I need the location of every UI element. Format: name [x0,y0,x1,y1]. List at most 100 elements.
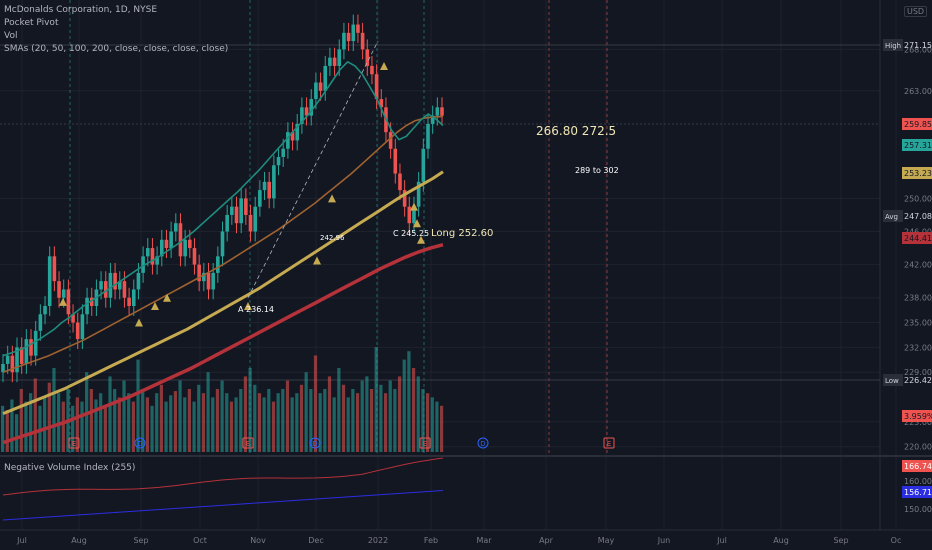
candle-body [356,24,360,33]
candle-body [346,32,351,42]
volume-bar [80,401,84,452]
price-flag [902,118,932,130]
candle-body [43,306,47,315]
event-marker-d: D [477,437,489,449]
time-axis-label: Aug [773,536,789,545]
volume-bar [271,401,276,452]
time-axis-label: Nov [250,536,266,545]
pocket-pivot-marker [163,293,171,302]
chart-annotation: 242.96 [320,234,345,242]
volume-bar [43,397,47,452]
axis-badge-label [883,39,903,51]
volume-bar [33,378,37,452]
volume-bar [215,389,220,452]
volume-bar [94,399,98,452]
volume-bar [99,393,103,452]
candle-body [52,256,57,282]
nvi-indicator-label[interactable]: Negative Volume Index (255) [4,463,136,473]
candle-body [300,107,304,124]
candle-body [145,248,150,257]
volume-bar [416,376,420,452]
candle-body [71,314,75,323]
candle-body [80,314,85,340]
candle-body [169,231,173,249]
volume-bar [430,397,434,452]
candle-body [136,272,141,290]
candle-body [150,248,155,265]
volume-bar [229,401,234,452]
volume-bar [248,368,252,452]
volume-bar [374,347,378,452]
price-tick-label: 250.00 [904,194,932,203]
pocket-pivot-marker [244,302,252,310]
candle-body [440,107,444,116]
candle-body [365,49,370,66]
volume-bar [122,380,126,452]
volume-bar [276,393,280,452]
volume-bar [257,393,262,452]
candle-body [412,206,416,224]
volume-bar [19,389,23,452]
candle-body [430,115,435,124]
candle-body [159,239,164,257]
volume-bar [24,401,28,452]
volume-bar [411,368,416,452]
price-tick-label: 268.00 [904,45,932,54]
indicator-smas[interactable]: SMAs (20, 50, 100, 200, close, close, cl… [4,44,229,54]
price-tick-label: 242.00 [904,261,932,270]
candle-body [262,181,267,191]
candle-body [47,256,52,306]
volume-bar [318,393,322,452]
indicator-volume[interactable]: Vol [4,31,18,41]
volume-bar [159,384,163,452]
axis-badge-value: 247.08 [904,212,932,221]
candle-body [374,74,379,100]
candle-body [1,363,5,373]
volume-bar [341,384,346,452]
candle-body [85,297,89,315]
currency-label[interactable]: USD [904,6,928,17]
time-axis-label: May [598,536,615,545]
volume-bar [332,397,336,452]
candle-body [286,132,290,149]
volume-bar [71,405,75,452]
volume-bar [313,355,318,452]
indicator-pocket-pivot[interactable]: Pocket Pivot [4,18,59,28]
time-axis-label: Oc [891,536,902,545]
event-marker-e: E [68,437,80,449]
time-axis-label: Jun [657,536,671,545]
candle-body [272,165,276,199]
time-axis-label: 2022 [368,536,388,545]
volume-bar [108,376,112,452]
candle-body [89,297,94,306]
candle-body [416,181,421,207]
candle-body [183,239,187,257]
time-axis-label: Aug [71,536,87,545]
time-axis-label: Jul [716,536,727,545]
volume-bar [10,399,14,452]
price-tick-label: 229.00 [904,368,932,377]
price-tick-label: 235.00 [904,319,932,328]
volume-bar [267,389,271,452]
candle-body [239,198,243,224]
candle-body [332,57,337,66]
price-flag-value: 3.959% [904,412,932,421]
nvi-flag-value: 156.71 [904,488,932,497]
pocket-pivot-marker [59,297,67,306]
symbol-title[interactable]: McDonalds Corporation, 1D, NYSE [4,5,158,15]
volume-bar [355,393,360,452]
candle-body [113,272,117,290]
candle-body [197,264,201,282]
volume-bar [388,380,392,452]
candle-body [342,32,346,50]
axis-badge-value: 271.15 [904,41,932,50]
candle-body [220,231,225,257]
nvi-flag [902,486,932,498]
svg-text:E: E [246,440,250,448]
candle-body [360,32,365,50]
candle-body [402,190,407,207]
volume-bar [365,376,369,452]
volume-bar [5,410,9,452]
time-axis-label: Oct [193,536,207,545]
